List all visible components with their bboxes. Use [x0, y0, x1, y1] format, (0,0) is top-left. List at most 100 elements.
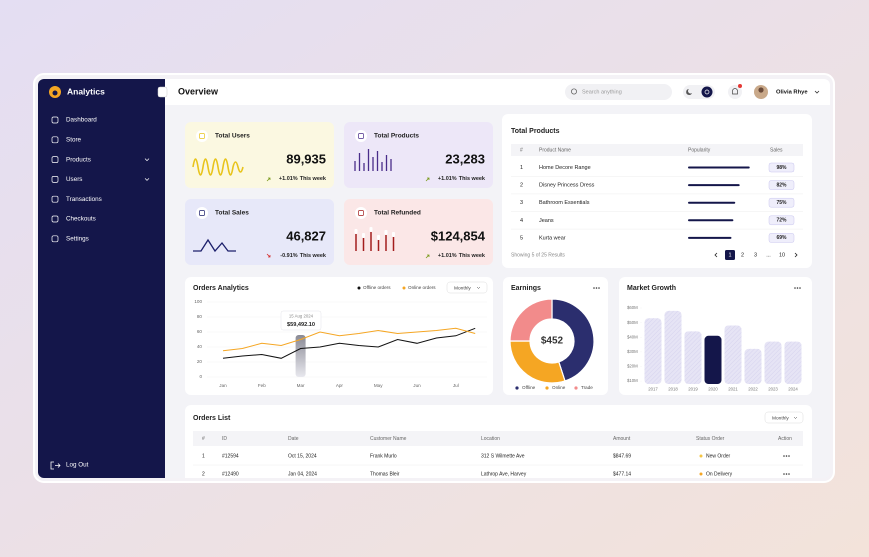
spark-cap	[384, 230, 388, 235]
tooltip-value: $59,492.10	[287, 322, 315, 328]
x-tick-label: 2019	[688, 387, 698, 392]
y-tick-label: $40M	[627, 334, 638, 339]
panel	[344, 122, 493, 188]
x-tick-label: Jul	[453, 383, 459, 388]
stat-change: +1.01% This week	[279, 176, 327, 182]
change-value: +1.01%	[438, 176, 457, 182]
x-tick-label: 2024	[788, 387, 798, 392]
line-series	[222, 327, 476, 352]
x-tick-label: 2020	[708, 387, 718, 392]
bar-hatch	[664, 310, 682, 384]
cell: $847.69	[613, 453, 631, 459]
change-arrow	[266, 253, 271, 258]
chart-title: Orders Analytics	[193, 285, 249, 292]
stat-title: Total Products	[374, 133, 419, 140]
y-tick-label: 0	[199, 374, 202, 379]
sparkline	[193, 238, 236, 253]
nav-item[interactable]: Dashboard	[66, 117, 97, 124]
page-link[interactable]: 1	[728, 252, 731, 258]
cell: Jan 04, 2024	[288, 471, 317, 477]
change-value: +1.01%	[279, 176, 298, 182]
x-tick-label: Mar	[297, 383, 305, 388]
stat-icon	[355, 130, 367, 142]
table-summary: Showing 5 of 25 Results	[511, 252, 565, 258]
change-period: This week	[459, 253, 486, 259]
bar-hatch	[784, 341, 802, 384]
nav-item[interactable]: Products	[66, 156, 91, 163]
nav-item[interactable]: Store	[66, 136, 82, 143]
nav-item[interactable]: Users	[66, 176, 82, 183]
change-arrow	[425, 254, 430, 259]
logout-icon	[50, 461, 61, 470]
more-dot	[796, 287, 799, 289]
notifications[interactable]	[728, 85, 742, 99]
page-next[interactable]	[794, 252, 798, 258]
x-tick-label: 2023	[768, 387, 778, 392]
cell-rank: 5	[520, 235, 523, 241]
sales-pill	[768, 180, 795, 190]
page-link[interactable]: 10	[779, 252, 785, 258]
tooltip	[280, 310, 322, 331]
column-header: Location	[481, 436, 500, 442]
page-active	[725, 250, 735, 260]
filter-label: Monthly	[454, 285, 471, 291]
stat-value: 23,283	[445, 151, 485, 166]
sales-pill	[768, 215, 795, 226]
stat-icon	[196, 207, 208, 219]
donut-segment	[509, 298, 553, 342]
toggle-icon	[704, 89, 710, 95]
logout[interactable]: Log Out	[66, 462, 89, 469]
search-icon	[571, 88, 578, 95]
nav-chevron	[144, 178, 150, 181]
more-dot	[598, 287, 600, 289]
page-title: Overview	[178, 86, 219, 96]
sales-pill	[768, 197, 795, 208]
page-link[interactable]: 2	[741, 252, 744, 258]
nav-icon	[51, 136, 59, 144]
search-box[interactable]	[565, 84, 672, 100]
spark-cap	[377, 235, 380, 240]
more-dot	[785, 455, 788, 457]
page-prev[interactable]	[714, 252, 718, 258]
x-tick-label: 2022	[748, 387, 758, 392]
user-menu-chevron[interactable]	[814, 90, 820, 94]
page-link[interactable]: 3	[754, 252, 757, 258]
cell-rank: 2	[520, 183, 523, 189]
popularity-bar	[688, 236, 732, 239]
filter-dropdown[interactable]	[764, 411, 804, 424]
stat-value: 89,935	[286, 151, 326, 166]
y-tick-label: 100	[194, 299, 202, 304]
x-tick-label: Feb	[258, 383, 266, 388]
cell: Frank Murlo	[370, 453, 397, 459]
stat-icon	[355, 207, 367, 219]
change-value: +1.01%	[438, 253, 457, 259]
search-placeholder: Search anything	[582, 89, 622, 95]
x-tick-label: Jun	[413, 383, 421, 388]
nav-item[interactable]: Settings	[66, 235, 89, 242]
notification-dot	[738, 84, 742, 88]
nav-item[interactable]: Checkouts	[66, 216, 96, 223]
collapse-button[interactable]	[157, 86, 168, 98]
cell-sales: 82%	[776, 182, 787, 188]
bar-hatch	[724, 325, 742, 384]
cell-name: Bathroom Essentials	[539, 200, 590, 206]
change-value: -0.91%	[280, 253, 298, 259]
cell: Oct 15, 2024	[288, 453, 317, 459]
legend-dot	[402, 286, 406, 290]
page-link[interactable]: ...	[766, 252, 771, 258]
column-header: Popularity	[688, 147, 711, 153]
filter-dropdown[interactable]	[446, 281, 488, 294]
legend-dot	[357, 286, 361, 290]
bar-hatch	[684, 331, 702, 384]
table-header	[193, 431, 803, 446]
tooltip-label: 15 Aug 2024	[289, 314, 314, 319]
app: Analytics Overview Search anything Olivi…	[38, 79, 830, 478]
more-dot	[593, 287, 595, 289]
more-dot	[595, 287, 598, 289]
legend-dot	[545, 386, 549, 390]
nav-icon	[51, 215, 59, 223]
y-tick-label: 80	[197, 314, 203, 319]
column-header: ID	[222, 436, 227, 442]
nav-item[interactable]: Transactions	[66, 196, 102, 203]
nav-icon	[51, 235, 59, 243]
